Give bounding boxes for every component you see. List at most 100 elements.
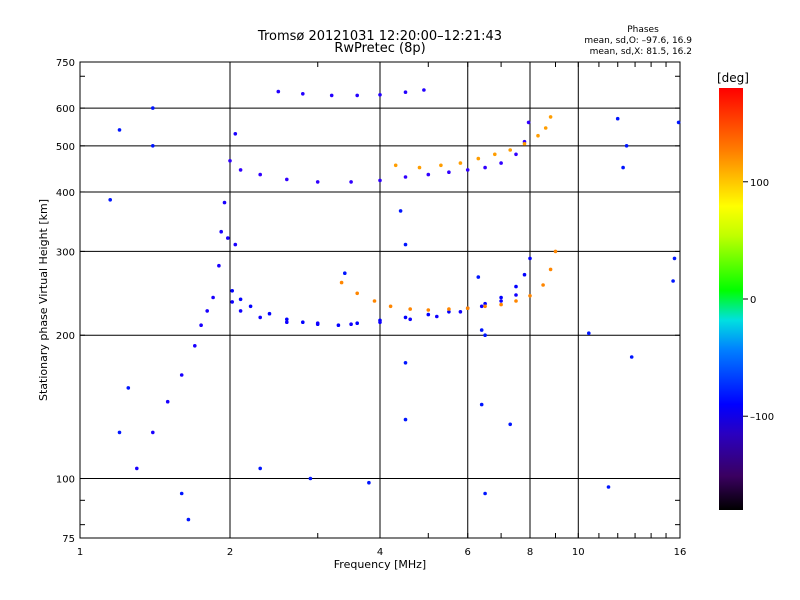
- x-tick-label: 8: [527, 547, 533, 558]
- x-tick-label: 4: [377, 547, 383, 558]
- data-point: [339, 280, 344, 285]
- data-point: [126, 386, 131, 390]
- data-point: [248, 304, 253, 309]
- data-point: [315, 321, 320, 326]
- x-tick-label: 10: [572, 547, 585, 558]
- data-point: [426, 312, 431, 317]
- colorbar: [719, 88, 743, 510]
- data-point: [151, 430, 155, 435]
- data-point: [499, 295, 503, 300]
- data-point: [355, 291, 360, 296]
- data-point: [193, 344, 197, 348]
- data-point: [329, 93, 334, 98]
- colorbar-tick-label: 100: [750, 178, 769, 189]
- data-point: [117, 430, 122, 435]
- data-points: [108, 88, 681, 522]
- data-point: [483, 165, 487, 170]
- x-tick-label: 6: [465, 547, 471, 558]
- data-point: [349, 180, 353, 184]
- stats-heading: Phases: [627, 25, 659, 35]
- data-point: [211, 295, 215, 300]
- stats-o-line: mean, sd,O: –97.6, 16.9: [584, 36, 692, 46]
- data-point: [483, 491, 487, 496]
- data-point: [508, 422, 512, 427]
- data-point: [219, 229, 223, 234]
- data-point: [378, 320, 382, 325]
- data-point: [258, 315, 263, 320]
- y-tick-label: 300: [56, 247, 75, 258]
- data-point: [403, 175, 408, 179]
- data-point: [205, 309, 209, 313]
- data-point: [403, 417, 408, 422]
- chart-title: Tromsø 20121031 12:20:00–12:21:43: [257, 29, 502, 44]
- data-point: [526, 120, 531, 125]
- data-point: [514, 299, 518, 303]
- data-point: [233, 132, 238, 136]
- data-point: [426, 172, 431, 177]
- y-tick-label: 750: [56, 58, 75, 69]
- data-point: [179, 491, 184, 496]
- data-point: [230, 300, 234, 304]
- data-point: [514, 284, 518, 289]
- data-point: [408, 307, 413, 311]
- data-point: [117, 128, 122, 132]
- data-point: [267, 311, 272, 316]
- data-point: [528, 256, 532, 261]
- data-point: [238, 168, 243, 172]
- data-point: [378, 93, 382, 97]
- y-tick-label: 100: [56, 475, 75, 486]
- data-point: [629, 355, 634, 359]
- data-point: [483, 333, 487, 338]
- data-point: [186, 517, 191, 522]
- y-tick-label: 75: [62, 534, 75, 545]
- colorbar-tick-label: 0: [750, 295, 756, 306]
- data-point: [403, 315, 408, 320]
- x-tick-label: 16: [674, 547, 687, 558]
- data-point: [355, 321, 360, 326]
- data-point: [458, 310, 463, 314]
- chart-subtitle: RwPretec (8p): [334, 41, 425, 56]
- data-point: [536, 133, 540, 138]
- data-point: [301, 92, 305, 96]
- data-point: [447, 170, 451, 174]
- data-point: [606, 485, 611, 489]
- stats-x-line: mean, sd,X: 81.5, 16.2: [590, 47, 692, 57]
- data-point: [367, 480, 371, 485]
- data-point: [543, 126, 548, 130]
- x-tick-label: 1: [77, 547, 83, 558]
- data-point: [238, 297, 243, 302]
- data-point: [135, 466, 139, 471]
- data-point: [355, 93, 360, 98]
- data-point: [151, 106, 155, 110]
- data-point: [228, 159, 232, 163]
- data-point: [499, 161, 503, 165]
- data-point: [476, 275, 481, 279]
- data-point: [222, 200, 227, 205]
- x-tick-label: 2: [227, 547, 233, 558]
- data-point: [238, 309, 243, 313]
- data-point: [493, 152, 497, 157]
- data-point: [151, 144, 155, 148]
- data-point: [408, 317, 413, 322]
- data-point: [336, 323, 341, 328]
- colorbar-ticks: 100 0 –100: [743, 178, 774, 423]
- data-point: [403, 90, 408, 94]
- data-point: [553, 249, 558, 254]
- data-point: [285, 317, 289, 322]
- y-tick-label: 600: [56, 104, 75, 115]
- data-point: [479, 328, 484, 332]
- data-point: [499, 302, 503, 307]
- x-axis-label: Frequency [MHz]: [334, 558, 426, 571]
- data-point: [476, 156, 481, 161]
- data-point: [479, 304, 484, 309]
- data-point: [541, 283, 545, 287]
- data-point: [217, 263, 221, 268]
- data-point: [372, 299, 377, 303]
- data-point: [522, 142, 527, 146]
- data-point: [258, 466, 263, 471]
- data-point: [483, 301, 487, 306]
- data-point: [285, 177, 289, 182]
- colorbar-unit-label: [deg]: [717, 71, 749, 85]
- y-tick-label: 400: [56, 188, 75, 199]
